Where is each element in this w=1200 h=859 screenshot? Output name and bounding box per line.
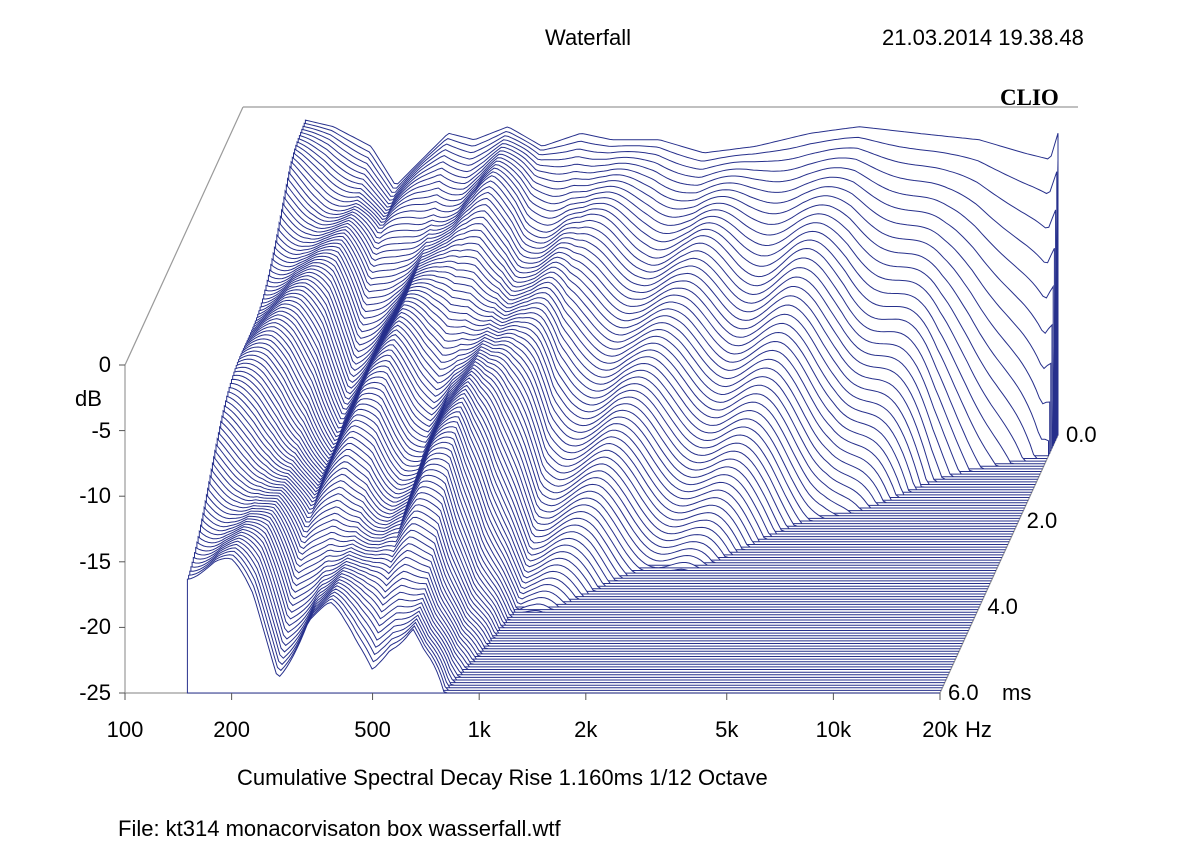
y-axis-label: dB (75, 386, 102, 411)
z-tick-label: 6.0 (948, 680, 979, 705)
y-tick-label: -15 (79, 548, 111, 574)
front-response-trace (1052, 133, 1058, 448)
decay-slice (186, 557, 940, 694)
decay-slice (189, 550, 943, 689)
y-tick-label: -10 (79, 483, 111, 509)
x-tick-label: 1k (467, 717, 491, 742)
x-tick-label: 500 (354, 717, 391, 742)
y-axis-ticks (119, 364, 125, 694)
file-name: File: kt314 monacorvisaton box wasserfal… (118, 816, 561, 841)
brand-logo-text: CLIO (1000, 85, 1059, 110)
z-axis-unit: ms (1002, 680, 1032, 705)
x-tick-label: 100 (106, 717, 144, 742)
chart-title: Waterfall (545, 25, 631, 50)
x-tick-label: 2k (574, 717, 598, 742)
z-tick-label: 4.0 (987, 594, 1018, 619)
x-tick-label: 5k (715, 717, 739, 742)
x-axis-unit: Hz (965, 717, 992, 742)
timestamp: 21.03.2014 19.38.48 (882, 25, 1084, 50)
x-axis-ticks (124, 693, 941, 700)
y-tick-label: -20 (79, 614, 111, 640)
x-tick-label: 20k (922, 717, 958, 742)
z-tick-label: 0.0 (1066, 422, 1097, 447)
y-tick-label: 0 (98, 352, 111, 377)
z-tick-label: 2.0 (1026, 508, 1058, 533)
y-tick-label: -25 (79, 680, 111, 705)
chart-subtitle: Cumulative Spectral Decay Rise 1.160ms 1… (237, 765, 768, 790)
side-wall (1052, 133, 1058, 448)
frame-right-floor (939, 434, 1059, 694)
decay-slices (186, 119, 1059, 694)
frame-left-top (124, 106, 244, 366)
y-tick-label: -5 (91, 417, 111, 443)
x-tick-label: 10k (815, 717, 852, 742)
x-tick-label: 200 (213, 717, 250, 742)
